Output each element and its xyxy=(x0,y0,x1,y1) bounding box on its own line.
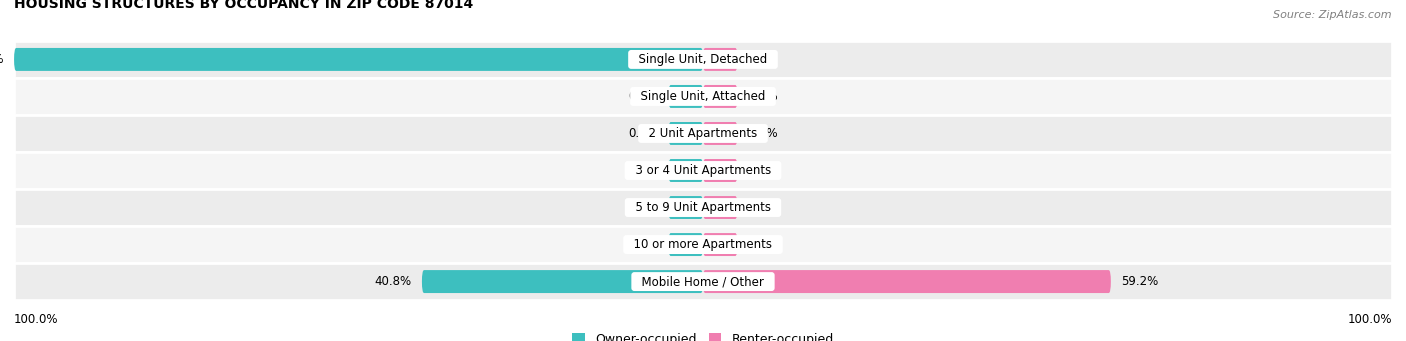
FancyBboxPatch shape xyxy=(703,159,738,182)
Text: 0.0%: 0.0% xyxy=(748,164,778,177)
FancyBboxPatch shape xyxy=(703,233,738,256)
FancyBboxPatch shape xyxy=(703,48,738,71)
FancyBboxPatch shape xyxy=(703,122,738,145)
Text: 0.0%: 0.0% xyxy=(748,53,778,66)
Text: 0.0%: 0.0% xyxy=(628,201,658,214)
Text: Mobile Home / Other: Mobile Home / Other xyxy=(634,275,772,288)
FancyBboxPatch shape xyxy=(669,85,703,108)
Text: 0.0%: 0.0% xyxy=(628,238,658,251)
Bar xyxy=(14,78,1392,115)
Text: 100.0%: 100.0% xyxy=(14,313,59,326)
Legend: Owner-occupied, Renter-occupied: Owner-occupied, Renter-occupied xyxy=(568,328,838,341)
Text: Source: ZipAtlas.com: Source: ZipAtlas.com xyxy=(1274,10,1392,20)
Text: 2 Unit Apartments: 2 Unit Apartments xyxy=(641,127,765,140)
Text: Single Unit, Detached: Single Unit, Detached xyxy=(631,53,775,66)
Bar xyxy=(14,41,1392,78)
Text: 0.0%: 0.0% xyxy=(748,127,778,140)
Bar xyxy=(14,152,1392,189)
Text: 0.0%: 0.0% xyxy=(748,238,778,251)
Text: 100.0%: 100.0% xyxy=(1347,313,1392,326)
FancyBboxPatch shape xyxy=(422,270,703,293)
Text: 0.0%: 0.0% xyxy=(628,127,658,140)
Text: 40.8%: 40.8% xyxy=(374,275,412,288)
Text: 3 or 4 Unit Apartments: 3 or 4 Unit Apartments xyxy=(627,164,779,177)
FancyBboxPatch shape xyxy=(14,48,703,71)
Text: 5 to 9 Unit Apartments: 5 to 9 Unit Apartments xyxy=(627,201,779,214)
Text: 0.0%: 0.0% xyxy=(628,90,658,103)
Text: 0.0%: 0.0% xyxy=(748,201,778,214)
Bar xyxy=(14,226,1392,263)
Text: Single Unit, Attached: Single Unit, Attached xyxy=(633,90,773,103)
Text: 59.2%: 59.2% xyxy=(1121,275,1159,288)
Bar xyxy=(14,263,1392,300)
Text: 0.0%: 0.0% xyxy=(628,164,658,177)
FancyBboxPatch shape xyxy=(669,233,703,256)
FancyBboxPatch shape xyxy=(703,85,738,108)
FancyBboxPatch shape xyxy=(669,122,703,145)
Text: HOUSING STRUCTURES BY OCCUPANCY IN ZIP CODE 87014: HOUSING STRUCTURES BY OCCUPANCY IN ZIP C… xyxy=(14,0,474,11)
FancyBboxPatch shape xyxy=(703,196,738,219)
Bar xyxy=(14,189,1392,226)
Text: 0.0%: 0.0% xyxy=(748,90,778,103)
Bar xyxy=(14,115,1392,152)
FancyBboxPatch shape xyxy=(669,159,703,182)
FancyBboxPatch shape xyxy=(669,196,703,219)
FancyBboxPatch shape xyxy=(703,270,1111,293)
Text: 10 or more Apartments: 10 or more Apartments xyxy=(626,238,780,251)
Text: 100.0%: 100.0% xyxy=(0,53,4,66)
